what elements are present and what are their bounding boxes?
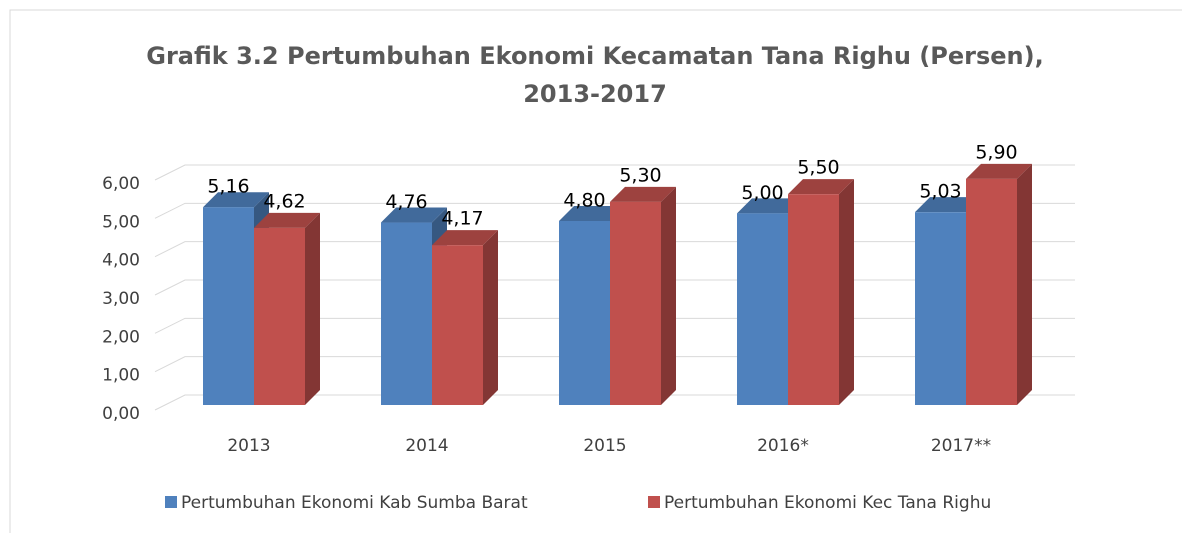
y-tick-label: 0,00: [102, 404, 140, 424]
value-label: 4,17: [441, 208, 483, 230]
bar: [966, 178, 1017, 405]
value-label: 5,50: [797, 157, 839, 179]
legend-label: Pertumbuhan Ekonomi Kab Sumba Barat: [181, 493, 528, 513]
value-label: 4,62: [263, 190, 305, 212]
bar-side: [661, 186, 676, 405]
y-tick-label: 4,00: [102, 251, 140, 271]
bar: [610, 201, 661, 405]
y-tick-label: 3,00: [102, 289, 140, 309]
y-tick-label: 1,00: [102, 366, 140, 386]
bar-top: [203, 192, 269, 208]
chart-title: 2013-2017: [523, 80, 667, 108]
chart-title: Grafik 3.2 Pertumbuhan Ekonomi Kecamatan…: [146, 42, 1043, 70]
legend-swatch: [165, 496, 177, 508]
bar: [915, 212, 966, 405]
bar-top: [559, 206, 625, 221]
bar: [203, 207, 254, 405]
bar-side: [839, 179, 854, 405]
bar: [737, 213, 788, 405]
grid-line: [154, 164, 1075, 181]
y-tick-label: 6,00: [102, 174, 140, 194]
bar-top: [737, 198, 803, 214]
bar: [432, 245, 483, 405]
x-tick-label: 2015: [583, 436, 626, 456]
value-label: 5,16: [207, 176, 249, 198]
legend-swatch: [648, 496, 660, 508]
bar-top: [254, 212, 320, 228]
bar: [559, 221, 610, 405]
value-label: 5,03: [919, 181, 961, 203]
y-tick-label: 2,00: [102, 327, 140, 347]
x-tick-label: 2017**: [931, 436, 991, 456]
x-tick-label: 2016*: [757, 436, 809, 456]
value-label: 5,30: [619, 164, 661, 186]
bar: [381, 222, 432, 405]
value-label: 4,76: [385, 191, 427, 213]
x-tick-label: 2013: [227, 436, 270, 456]
bar-top: [610, 186, 676, 202]
legend-label: Pertumbuhan Ekonomi Kec Tana Righu: [664, 493, 991, 513]
value-label: 4,80: [563, 190, 605, 212]
bar-top: [381, 207, 447, 223]
x-tick-label: 2014: [405, 436, 448, 456]
y-tick-label: 5,00: [102, 212, 140, 232]
bar-top: [788, 179, 854, 195]
bar-top: [432, 230, 498, 246]
value-label: 5,00: [741, 182, 783, 204]
bar: [254, 227, 305, 405]
value-label: 5,90: [975, 141, 1017, 163]
bar-top: [966, 163, 1032, 179]
bar: [788, 194, 839, 405]
bar-top: [915, 197, 981, 213]
bar-side: [1017, 163, 1032, 405]
bar-side: [305, 212, 320, 405]
bar-side: [483, 230, 498, 405]
